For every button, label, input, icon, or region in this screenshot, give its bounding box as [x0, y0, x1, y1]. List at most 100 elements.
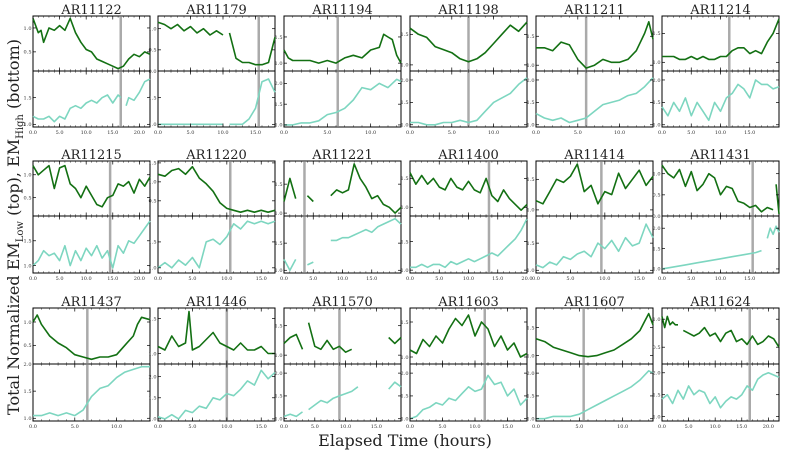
- em-low-ytick-label-1: 1.5: [275, 102, 283, 108]
- em-high-ytick-label-1: 1.5: [275, 323, 283, 329]
- panel-title: AR11214: [689, 3, 751, 18]
- panel-title: AR11570: [311, 295, 373, 310]
- y-label-low-sub: Low: [15, 221, 26, 243]
- em-low-ytick-label-2: 2.0: [653, 371, 661, 377]
- em-low-ytick-label-0: 1.0: [149, 417, 157, 423]
- em-high-series-line: [283, 33, 402, 64]
- panel-ar11400: AR11400 1.0 1.5 1.0 1.5 0.0 5.0 10.0 15.0 20.0: [401, 148, 533, 282]
- em-low-xtick-label-0: 0.0: [658, 130, 666, 136]
- x-axis-label: Elapsed Time (hours): [318, 431, 492, 450]
- em-high-ytick-label-1: 0.5: [149, 48, 157, 54]
- em-low-xtick-label-2: 10.0: [469, 424, 480, 430]
- em-low-xtick-label-0: 0.0: [532, 424, 540, 430]
- em-low-frame: [535, 363, 654, 422]
- em-low-xtick-label-0: 0.0: [658, 276, 666, 282]
- em-high-series-line: [283, 322, 402, 353]
- em-low-xtick-label-4: 20.0: [134, 130, 145, 136]
- em-low-ytick-label-0: 1.0: [24, 122, 32, 128]
- em-high-ytick-label-0: 1.0: [275, 353, 283, 359]
- em-low-xtick-label-0: 0.0: [406, 130, 414, 136]
- panel-title: AR11215: [60, 148, 122, 163]
- panel-ar11214: AR11214 1.0 1.5 1.0 1.5 2.0 0.0 5.0 10.0 15.0: [653, 3, 780, 136]
- panel-ar11194: AR11194 1.0 1.5 1.0 1.5 2.0 0.0 5.0 10.0: [275, 3, 402, 136]
- em-low-xtick-label-3: 15.0: [250, 130, 261, 136]
- em-high-frame: [283, 160, 402, 217]
- em-low-xtick-label-1: 5.0: [448, 130, 456, 136]
- em-low-xtick-label-2: 10.0: [488, 130, 499, 136]
- em-low-xtick-label-3: 15.0: [107, 276, 118, 282]
- panel-title: AR11122: [60, 3, 122, 18]
- em-low-frame: [32, 363, 151, 422]
- em-high-ytick-label-1: 1.5: [275, 182, 283, 188]
- em-low-xtick-label-1: 5.0: [323, 130, 331, 136]
- em-low-frame: [283, 70, 402, 128]
- em-low-ytick-label-2: 2.0: [275, 371, 283, 377]
- em-low-xtick-label-3: 15.0: [736, 424, 747, 430]
- em-low-series-line: [157, 369, 276, 420]
- em-low-xtick-label-0: 0.0: [280, 276, 288, 282]
- em-high-series-line: [535, 312, 654, 358]
- em-low-xtick-label-4: 20.0: [134, 276, 145, 282]
- em-low-ytick-label-0: 1.0: [149, 122, 157, 128]
- em-high-series-line: [409, 314, 528, 358]
- em-high-ytick-label-1: 0.5: [653, 193, 661, 199]
- em-low-ytick-label-1: 1.5: [401, 394, 409, 400]
- em-low-frame: [409, 215, 528, 274]
- em-high-ytick-label-1: 1.0: [24, 173, 32, 179]
- em-low-ytick-label-1: 1.5: [401, 239, 409, 245]
- em-high-ytick-label-1: 1.0: [24, 320, 32, 326]
- em-low-xtick-label-0: 0.0: [29, 130, 37, 136]
- em-high-series-line: [661, 164, 780, 214]
- em-high-ytick-label-1: 1.5: [149, 316, 157, 322]
- em-low-xtick-label-3: 15.0: [107, 130, 118, 136]
- em-low-frame: [157, 215, 276, 274]
- panel-title: AR11198: [437, 3, 499, 18]
- panel-title: AR11400: [437, 148, 499, 163]
- em-high-ytick-label-0: 1.0: [149, 351, 157, 357]
- em-low-ytick-label-0: 1.0: [527, 417, 535, 423]
- em-low-ytick-label-1: 1.5: [24, 239, 32, 245]
- em-high-ytick-label-1: 1.5: [401, 320, 409, 326]
- em-low-xtick-label-4: 20.0: [521, 276, 532, 282]
- em-low-ytick-label-0: 1.0: [527, 123, 535, 129]
- em-low-xtick-label-3: 15.0: [634, 276, 645, 282]
- em-low-series-line: [283, 217, 402, 272]
- em-low-xtick-label-2: 10.0: [217, 130, 228, 136]
- em-low-xtick-label-1: 5.0: [439, 424, 447, 430]
- em-low-xtick-label-3: 15.0: [366, 276, 377, 282]
- em-high-series-line: [157, 21, 276, 66]
- em-high-ytick-label-0: 0.0: [149, 69, 157, 75]
- em-high-ytick-label-0: 1.0: [275, 211, 283, 217]
- y-label-part-1: Total Normalized EM: [4, 242, 23, 415]
- em-high-ytick-label-0: 0.5: [24, 343, 32, 349]
- em-low-xtick-label-2: 10.0: [337, 276, 348, 282]
- em-low-series-line: [284, 78, 402, 126]
- em-high-ytick-label-1: 1.5: [401, 176, 409, 182]
- em-low-ytick-label-0: 1.0: [24, 263, 32, 269]
- panel-ar11122: AR11122 0.5 1.0 1.0 1.5 0.0 5.0 10.0 15.0 20.0: [24, 3, 151, 136]
- em-low-ytick-label-0: 1.0: [149, 266, 157, 272]
- em-low-ytick-label-0: 1.0: [275, 417, 283, 423]
- em-low-xtick-label-0: 0.0: [406, 276, 414, 282]
- em-low-ytick-label-2: 2.0: [653, 78, 661, 84]
- em-low-series-line: [32, 220, 151, 269]
- em-low-frame: [157, 70, 276, 128]
- em-high-ytick-label-0: 0.5: [149, 199, 157, 205]
- em-low-ytick-label-1: 1.5: [149, 396, 157, 402]
- em-low-ytick-label-1: 1.5: [24, 95, 32, 101]
- em-low-ytick-label-1: 1.5: [149, 240, 157, 246]
- panel-title: AR11431: [689, 148, 751, 163]
- em-low-xtick-label-0: 0.0: [280, 130, 288, 136]
- panel-grid: AR11122 0.5 1.0 1.0 1.5 0.0 5.0 10.0 15.0 20.0 AR1…: [24, 3, 780, 430]
- em-low-frame: [32, 215, 151, 274]
- em-low-ytick-label-0: 1.0: [401, 123, 409, 129]
- y-label-high-sub: High: [15, 114, 26, 139]
- em-low-ytick-label-0: 1.0: [527, 268, 535, 274]
- em-low-xtick-label-4: 20.0: [763, 424, 774, 430]
- em-high-frame: [32, 160, 151, 217]
- em-high-series-line: [32, 164, 151, 208]
- em-low-frame: [661, 70, 780, 128]
- em-low-series-line: [410, 218, 528, 269]
- em-low-xtick-label-3: 15.0: [492, 276, 503, 282]
- em-low-ytick-label-0: 1.0: [653, 123, 661, 129]
